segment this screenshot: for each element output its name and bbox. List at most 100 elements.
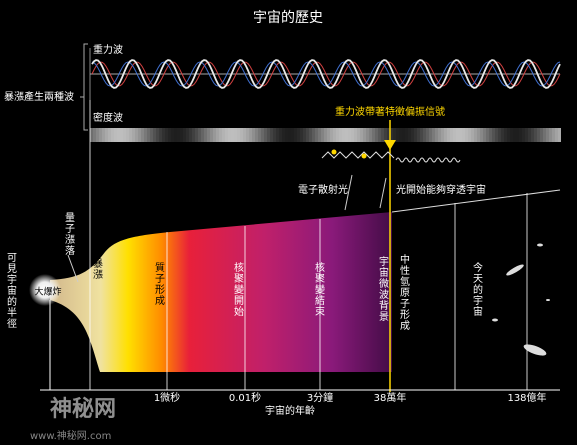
density-stripe bbox=[267, 128, 270, 142]
epoch-label: 暴漲 bbox=[91, 258, 103, 280]
pointer bbox=[67, 254, 79, 283]
density-stripe bbox=[297, 128, 300, 142]
density-stripe bbox=[129, 128, 132, 142]
density-stripe bbox=[294, 128, 297, 142]
density-stripe bbox=[513, 128, 516, 142]
density-stripe bbox=[378, 128, 381, 142]
density-stripe bbox=[426, 128, 429, 142]
density-stripe bbox=[216, 128, 219, 142]
galaxies bbox=[492, 243, 550, 356]
density-stripe bbox=[219, 128, 222, 142]
density-stripe bbox=[195, 128, 198, 142]
scattered-photon bbox=[321, 151, 395, 159]
density-stripe bbox=[210, 128, 213, 142]
density-stripe bbox=[531, 128, 534, 142]
density-stripe bbox=[441, 128, 444, 142]
density-stripe bbox=[126, 128, 129, 142]
epoch-label: 核聚變結束 bbox=[313, 261, 325, 317]
density-stripe bbox=[243, 128, 246, 142]
density-stripe bbox=[258, 128, 261, 142]
density-stripe bbox=[414, 128, 417, 142]
density-stripe bbox=[162, 128, 165, 142]
big-bang bbox=[29, 274, 61, 306]
density-stripe bbox=[501, 128, 504, 142]
group-label: 暴漲產生兩種波 bbox=[4, 90, 74, 103]
epoch-lines bbox=[89, 100, 528, 390]
title: 宇宙的歷史 bbox=[253, 10, 323, 26]
density-stripe bbox=[435, 128, 438, 142]
density-stripe bbox=[291, 128, 294, 142]
density-stripe bbox=[363, 128, 366, 142]
density-stripe bbox=[108, 128, 111, 142]
density-stripe bbox=[486, 128, 489, 142]
density-stripe bbox=[168, 128, 171, 142]
density-stripe bbox=[183, 128, 186, 142]
density-stripe bbox=[357, 128, 360, 142]
density-band bbox=[90, 128, 561, 142]
density-stripe bbox=[279, 128, 282, 142]
density-stripe bbox=[408, 128, 411, 142]
epoch-label: 核聚變開始 bbox=[232, 261, 244, 317]
density-stripe bbox=[396, 128, 399, 142]
density-stripe bbox=[387, 128, 390, 142]
density-stripe bbox=[93, 128, 96, 142]
density-stripe bbox=[447, 128, 450, 142]
density-stripe bbox=[312, 128, 315, 142]
density-stripe bbox=[381, 128, 384, 142]
density-stripe bbox=[402, 128, 405, 142]
density-stripe bbox=[153, 128, 156, 142]
density-stripe bbox=[252, 128, 255, 142]
density-stripe bbox=[264, 128, 267, 142]
density-stripe bbox=[507, 128, 510, 142]
density-stripe bbox=[510, 128, 513, 142]
density-stripe bbox=[459, 128, 462, 142]
density-stripe bbox=[522, 128, 525, 142]
density-stripe bbox=[444, 128, 447, 142]
density-stripe bbox=[534, 128, 537, 142]
axis-label: 宇宙的年齡 bbox=[265, 404, 315, 417]
density-stripe bbox=[285, 128, 288, 142]
density-stripe bbox=[147, 128, 150, 142]
density-stripe bbox=[303, 128, 306, 142]
density-stripe bbox=[288, 128, 291, 142]
density-stripe bbox=[144, 128, 147, 142]
density-stripe bbox=[171, 128, 174, 142]
watermark: 神秘网 bbox=[50, 396, 116, 422]
density-stripe bbox=[492, 128, 495, 142]
density-stripe bbox=[393, 128, 396, 142]
epoch-label: 中性氫原子形成 bbox=[398, 253, 410, 331]
density-stripe bbox=[246, 128, 249, 142]
density-stripe bbox=[384, 128, 387, 142]
density-stripe bbox=[336, 128, 339, 142]
density-stripe bbox=[324, 128, 327, 142]
density-stripe bbox=[399, 128, 402, 142]
density-stripe bbox=[231, 128, 234, 142]
time-label: 3分鐘 bbox=[307, 391, 333, 404]
density-stripe bbox=[261, 128, 264, 142]
density-stripe bbox=[186, 128, 189, 142]
density-stripe bbox=[96, 128, 99, 142]
density-stripe bbox=[354, 128, 357, 142]
density-stripe bbox=[546, 128, 549, 142]
big-bang-label: 大爆炸 bbox=[34, 286, 61, 298]
density-stripe bbox=[273, 128, 276, 142]
time-label: 138億年 bbox=[507, 391, 546, 404]
density-stripe bbox=[201, 128, 204, 142]
density-stripe bbox=[516, 128, 519, 142]
density-stripe bbox=[525, 128, 528, 142]
density-stripe bbox=[330, 128, 333, 142]
density-stripe bbox=[450, 128, 453, 142]
density-stripe bbox=[300, 128, 303, 142]
radius-label: 可見宇宙的半徑 bbox=[5, 252, 17, 329]
density-stripe bbox=[360, 128, 363, 142]
density-stripe bbox=[558, 128, 561, 142]
density-stripe bbox=[141, 128, 144, 142]
density-stripe bbox=[90, 128, 93, 142]
density-stripe bbox=[255, 128, 258, 142]
density-stripe bbox=[234, 128, 237, 142]
density-stripe bbox=[204, 128, 207, 142]
density-stripe bbox=[132, 128, 135, 142]
density-stripe bbox=[366, 128, 369, 142]
density-stripe bbox=[150, 128, 153, 142]
